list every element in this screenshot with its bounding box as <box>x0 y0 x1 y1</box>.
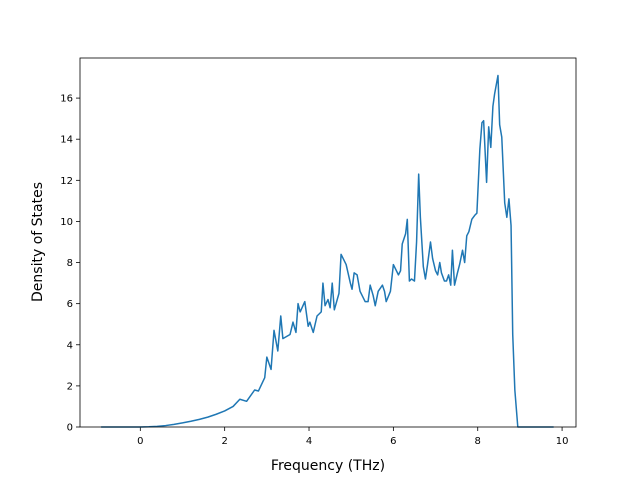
y-tick-label: 4 <box>67 340 73 351</box>
y-tick-label: 2 <box>67 381 73 392</box>
x-tick-label: 2 <box>221 436 227 447</box>
y-tick-label: 6 <box>67 299 73 310</box>
y-tick-label: 10 <box>60 217 73 228</box>
y-tick-label: 16 <box>60 94 73 105</box>
x-tick-label: 0 <box>137 436 143 447</box>
y-tick-label: 12 <box>60 176 73 187</box>
x-tick-label: 8 <box>475 436 481 447</box>
y-tick-label: 8 <box>67 258 73 269</box>
x-tick-label: 4 <box>306 436 312 447</box>
x-tick-label: 6 <box>390 436 396 447</box>
y-tick-label: 0 <box>67 423 73 434</box>
x-axis-label: Frequency (THz) <box>271 458 385 474</box>
y-axis-label: Density of States <box>30 182 46 302</box>
x-tick-label: 10 <box>556 436 569 447</box>
line <box>101 74 554 428</box>
y-tick-label: 14 <box>60 135 73 146</box>
plot-frame <box>79 57 577 428</box>
